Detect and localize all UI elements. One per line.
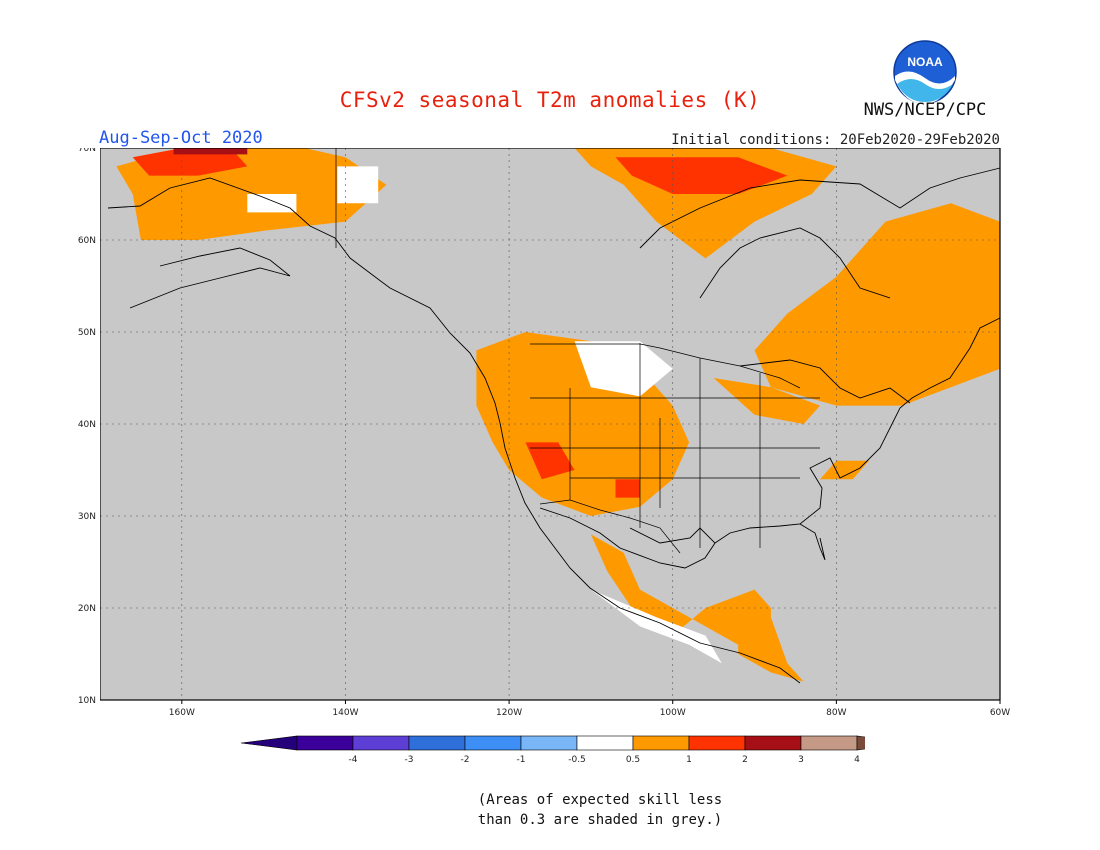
lon-label: 160W <box>169 708 195 718</box>
lat-label: 50N <box>78 328 96 338</box>
colorbar-cell <box>296 735 354 751</box>
lat-label: 20N <box>78 604 96 614</box>
colorbar: -4 -3 -2 -1 -0.5 0.5 1 2 3 4 <box>240 735 865 765</box>
colorbar-cells <box>240 735 865 751</box>
colorbar-cell <box>352 735 410 751</box>
chart-title: CFSv2 seasonal T2m anomalies (K) <box>339 88 761 112</box>
initial-conditions-label: Initial conditions: 20Feb2020-29Feb2020 <box>671 132 1000 148</box>
anomaly-region-southeast-warm <box>820 460 870 480</box>
colorbar-label: 1 <box>686 755 692 765</box>
noaa-logo: NOAA <box>893 40 957 104</box>
coastlines <box>107 167 1001 684</box>
neutral-region-yukon-neutral <box>337 166 379 204</box>
longitude-labels: 160W 140W 120W 100W 80W 60W <box>169 700 1010 718</box>
colorbar-cell <box>576 735 634 751</box>
colorbar-cell <box>744 735 802 751</box>
lon-label: 80W <box>826 708 846 718</box>
colorbar-cell <box>408 735 466 751</box>
anomaly-regions <box>116 148 1000 682</box>
colorbar-label: -0.5 <box>568 755 586 765</box>
colorbar-end-high <box>856 735 865 751</box>
colorbar-label: 2 <box>742 755 748 765</box>
lat-label: 70N <box>78 148 96 154</box>
anomaly-region-mexico-warm <box>590 534 771 664</box>
colorbar-label: 3 <box>798 755 804 765</box>
colorbar-label: 4 <box>854 755 860 765</box>
colorbar-label: -1 <box>517 755 526 765</box>
latitude-label-strip: 10N 20N 30N 40N 50N 60N 70N <box>78 148 96 706</box>
colorbar-cell <box>520 735 578 751</box>
colorbar-cell <box>464 735 522 751</box>
colorbar-labels: -4 -3 -2 -1 -0.5 0.5 1 2 3 4 <box>349 755 861 765</box>
anomaly-region-central-america-warm <box>738 617 804 682</box>
colorbar-cell <box>688 735 746 751</box>
lat-label: 30N <box>78 512 96 522</box>
agency-label: NWS/NCEP/CPC <box>863 100 987 120</box>
anomaly-region-eastern-canada-warm <box>754 203 1000 406</box>
anomaly-map: 160W 140W 120W 100W 80W 60W <box>100 148 1010 718</box>
colorbar-end-low <box>240 735 298 751</box>
lat-label: 40N <box>78 420 96 430</box>
neutral-region-northern-plains-neutral <box>574 341 673 397</box>
lon-label: 60W <box>990 708 1010 718</box>
lat-label: 10N <box>78 696 96 706</box>
anomaly-region-alaska-north-strong <box>132 148 248 176</box>
lat-label: 60N <box>78 236 96 246</box>
map-gridlines <box>100 148 1000 700</box>
colorbar-cell <box>800 735 858 751</box>
colorbar-label: -4 <box>349 755 358 765</box>
anomaly-region-southwest-strong <box>525 442 575 480</box>
anomaly-region-new-mexico-strong <box>615 479 640 498</box>
anomaly-region-canada-arctic-strong <box>615 157 788 194</box>
lon-label: 120W <box>496 708 522 718</box>
anomaly-region-alaska-north-extreme <box>173 148 248 155</box>
svg-text:NOAA: NOAA <box>907 55 943 69</box>
colorbar-label: -3 <box>405 755 414 765</box>
skill-footnote: (Areas of expected skill less than 0.3 a… <box>477 792 723 828</box>
colorbar-label: -2 <box>461 755 470 765</box>
neutral-region-alaska-neutral <box>247 194 297 213</box>
lon-label: 100W <box>660 708 686 718</box>
colorbar-label: 0.5 <box>626 755 640 765</box>
colorbar-cell <box>632 735 690 751</box>
political-borders <box>335 148 820 554</box>
anomaly-region-great-lakes-warm <box>713 378 820 424</box>
lon-label: 140W <box>332 708 358 718</box>
season-label: Aug-Sep-Oct 2020 <box>99 128 263 148</box>
map-frame <box>100 148 1001 701</box>
